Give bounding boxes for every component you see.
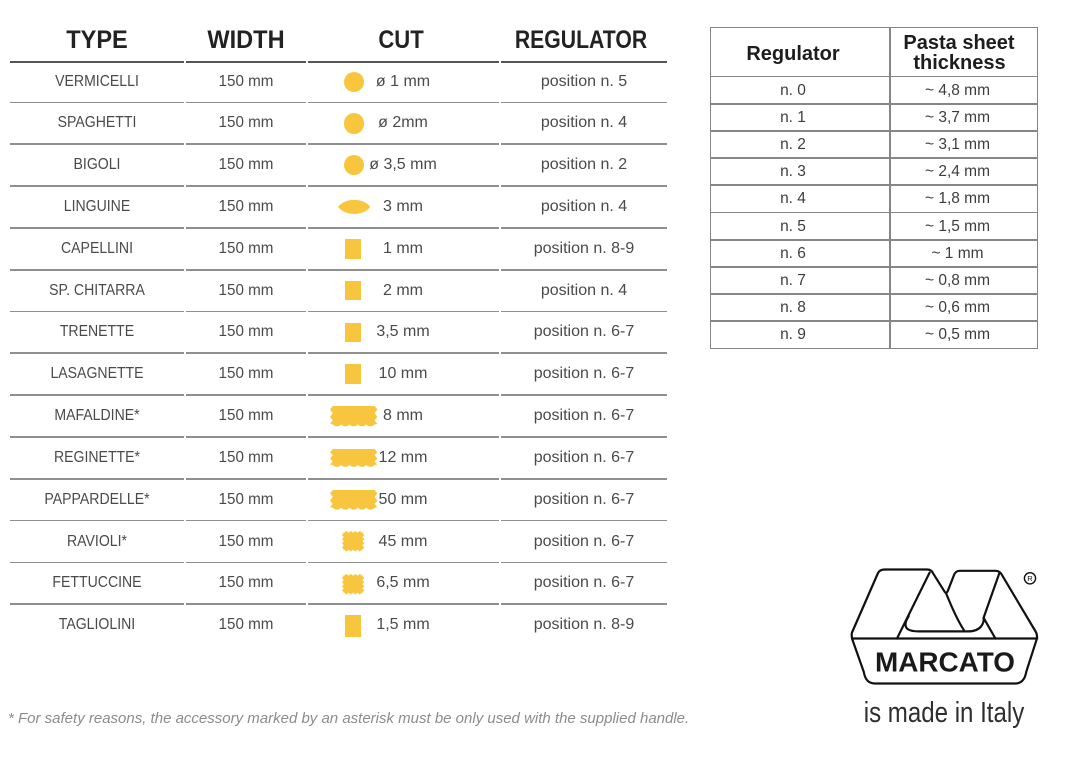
svg-text:MARCATO: MARCATO	[875, 647, 1015, 678]
svg-text:R: R	[1027, 574, 1033, 583]
